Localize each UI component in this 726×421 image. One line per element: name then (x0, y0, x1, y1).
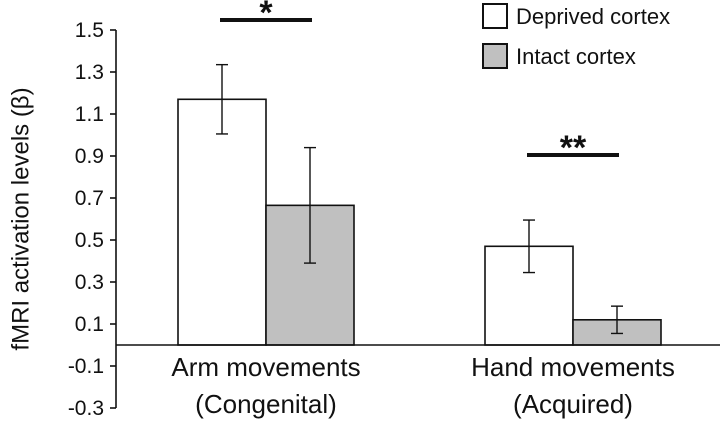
y-tick-label: 0.3 (75, 271, 104, 294)
bars (177, 98, 662, 346)
error-bars (216, 63, 623, 335)
category-label: (Acquired) (513, 389, 633, 419)
significance-star: ** (560, 129, 587, 167)
y-tick-label: 0.7 (75, 187, 104, 210)
bar (177, 98, 267, 346)
legend-label: Deprived cortex (516, 4, 670, 29)
y-tick-label: 1.5 (75, 19, 104, 42)
y-tick-label: 0.1 (75, 313, 104, 336)
category-label: Hand movements (471, 352, 675, 382)
category-labels: Arm movements (Congenital) Hand movements (… (171, 352, 675, 419)
y-tick-label: 0.9 (75, 145, 104, 168)
legend-swatch (482, 43, 508, 69)
y-tick-label: -0.3 (68, 397, 104, 420)
category-label: (Congenital) (195, 389, 337, 419)
significance-star: * (259, 0, 273, 32)
y-axis (110, 29, 117, 409)
legend-label: Intact cortex (516, 44, 636, 69)
y-tick-label: 1.3 (75, 61, 104, 84)
category-label: Arm movements (171, 352, 360, 382)
legend-swatch (482, 3, 508, 29)
y-tick-label: 0.5 (75, 229, 104, 252)
y-tick-label: -0.1 (68, 355, 104, 378)
y-axis-label: fMRI activation levels (β) (7, 87, 34, 350)
y-tick-label: 1.1 (75, 103, 104, 126)
legend: Deprived cortex Intact cortex (482, 3, 670, 69)
y-tick-labels: 1.5 1.3 1.1 0.9 0.7 0.5 0.3 0.1 -0.1 -0.3 (68, 19, 104, 420)
significance-markers: *** (220, 0, 619, 167)
